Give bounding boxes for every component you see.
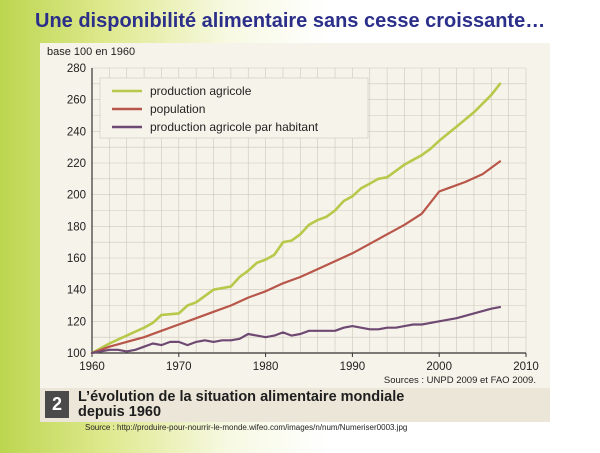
legend-label: production agricole [150, 84, 252, 98]
x-tick-label: 2000 [426, 361, 452, 373]
y-tick-label: 180 [67, 221, 86, 233]
legend-label: population [150, 102, 205, 116]
x-tick-label: 1980 [253, 361, 279, 373]
y-tick-label: 200 [67, 190, 86, 202]
y-tick-label: 240 [67, 126, 86, 138]
chart-scan: 100 120 140 160 180 200 220 240 260 280 1960 1970 19… [40, 43, 550, 419]
source-credit: Source : http://produire-pour-nourrir-le… [85, 423, 408, 432]
y-tick-label: 220 [67, 158, 86, 170]
chart-legend: production agricole population production … [99, 77, 369, 139]
caption-line-2: depuis 1960 [78, 404, 162, 420]
chart-axes: 100 120 140 160 180 200 220 240 260 280 1960 1970 19… [67, 63, 539, 373]
legend-label: production agricole par habitant [150, 120, 319, 134]
x-tick-label: 1990 [340, 361, 366, 373]
y-axis-label: base 100 en 1960 [47, 46, 135, 58]
figure-number: 2 [45, 391, 69, 418]
line-chart: 100 120 140 160 180 200 220 240 260 280 1960 1970 19… [47, 46, 539, 386]
series-line-1 [90, 82, 502, 355]
y-tick-label: 260 [67, 95, 86, 107]
y-tick-label: 160 [67, 253, 86, 265]
series-line-2 [90, 160, 502, 355]
y-tick-label: 280 [67, 63, 86, 75]
chart-sources: Sources : UNPD 2009 et FAO 2009. [384, 375, 536, 386]
x-tick-label: 2010 [513, 361, 539, 373]
x-tick-label: 1970 [166, 361, 192, 373]
series-line-3 [90, 306, 502, 355]
y-tick-label: 140 [67, 285, 86, 297]
legend-box [99, 77, 369, 139]
y-tick-label: 120 [67, 316, 86, 328]
chart-series [90, 82, 502, 355]
figure-caption-text: L’évolution de la situation alimentaire … [78, 390, 548, 420]
caption-line-1: L’évolution de la situation alimentaire … [78, 389, 405, 405]
y-tick-label: 100 [67, 348, 86, 360]
x-tick-label: 1960 [79, 361, 105, 373]
slide-title: Une disponibilité alimentaire sans cesse… [35, 10, 546, 32]
figure-caption: 2 L’évolution de la situation alimentair… [40, 388, 550, 422]
